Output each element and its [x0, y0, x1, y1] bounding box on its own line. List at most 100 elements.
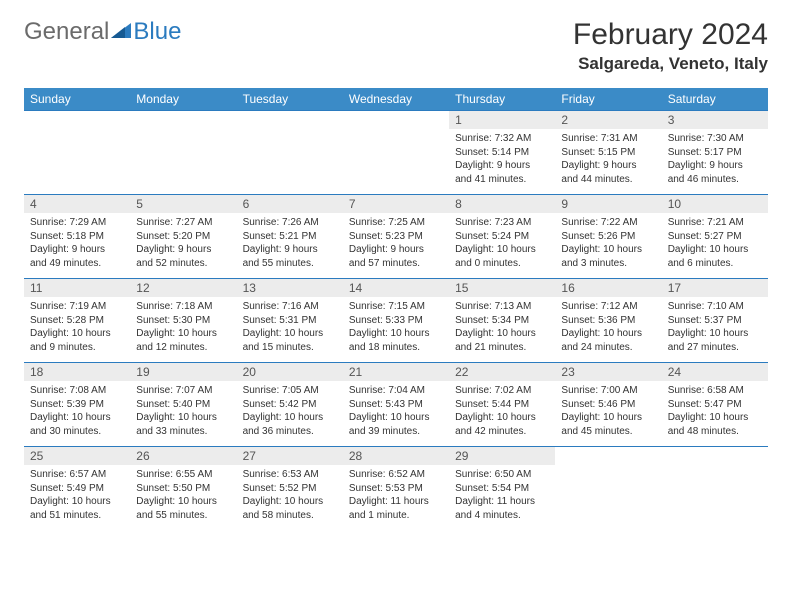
sunrise-value: 7:22 AM: [601, 217, 638, 228]
sunset-label: Sunset:: [668, 147, 705, 158]
sunrise-label: Sunrise:: [136, 301, 175, 312]
sunset-value: 5:39 PM: [67, 399, 104, 410]
day-details: Sunrise: 7:21 AMSunset: 5:27 PMDaylight:…: [662, 213, 768, 274]
sunset-label: Sunset:: [455, 483, 492, 494]
calendar-cell: 20Sunrise: 7:05 AMSunset: 5:42 PMDayligh…: [237, 363, 343, 447]
daylight-label: Daylight:: [455, 244, 497, 255]
sunrise-label: Sunrise:: [349, 217, 388, 228]
sunset-label: Sunset:: [136, 315, 173, 326]
sunrise-value: 7:26 AM: [282, 217, 319, 228]
sunset-label: Sunset:: [30, 483, 67, 494]
sunrise-value: 7:00 AM: [601, 385, 638, 396]
daylight-label: Daylight:: [136, 328, 178, 339]
day-details: Sunrise: 7:30 AMSunset: 5:17 PMDaylight:…: [662, 129, 768, 190]
day-number: 17: [662, 279, 768, 297]
sunrise-label: Sunrise:: [243, 385, 282, 396]
sunset-value: 5:14 PM: [492, 147, 529, 158]
calendar-cell: 8Sunrise: 7:23 AMSunset: 5:24 PMDaylight…: [449, 195, 555, 279]
sunset-value: 5:54 PM: [492, 483, 529, 494]
sunset-label: Sunset:: [455, 399, 492, 410]
sunset-value: 5:49 PM: [67, 483, 104, 494]
calendar-row: 11Sunrise: 7:19 AMSunset: 5:28 PMDayligh…: [24, 279, 768, 363]
day-details: Sunrise: 7:07 AMSunset: 5:40 PMDaylight:…: [130, 381, 236, 442]
sunrise-label: Sunrise:: [455, 217, 494, 228]
sunset-value: 5:50 PM: [173, 483, 210, 494]
daylight-label: Daylight:: [561, 244, 603, 255]
sunset-value: 5:43 PM: [386, 399, 423, 410]
sunrise-value: 7:31 AM: [601, 133, 638, 144]
calendar-cell: 23Sunrise: 7:00 AMSunset: 5:46 PMDayligh…: [555, 363, 661, 447]
sunrise-value: 6:58 AM: [707, 385, 744, 396]
day-number: 7: [343, 195, 449, 213]
sunrise-value: 7:23 AM: [495, 217, 532, 228]
sunrise-label: Sunrise:: [136, 217, 175, 228]
daylight-label: Daylight:: [349, 328, 391, 339]
sunrise-value: 7:32 AM: [495, 133, 532, 144]
day-number: 2: [555, 111, 661, 129]
sunset-label: Sunset:: [30, 315, 67, 326]
calendar-cell: 14Sunrise: 7:15 AMSunset: 5:33 PMDayligh…: [343, 279, 449, 363]
day-number: 27: [237, 447, 343, 465]
sunset-value: 5:34 PM: [492, 315, 529, 326]
calendar-cell: [343, 111, 449, 195]
sunrise-label: Sunrise:: [349, 301, 388, 312]
calendar-cell: [130, 111, 236, 195]
calendar-cell: 21Sunrise: 7:04 AMSunset: 5:43 PMDayligh…: [343, 363, 449, 447]
logo-triangle-icon: [111, 18, 133, 46]
sunset-value: 5:31 PM: [279, 315, 316, 326]
calendar-cell: 3Sunrise: 7:30 AMSunset: 5:17 PMDaylight…: [662, 111, 768, 195]
sunset-value: 5:27 PM: [704, 231, 741, 242]
sunrise-label: Sunrise:: [349, 469, 388, 480]
calendar-cell: 27Sunrise: 6:53 AMSunset: 5:52 PMDayligh…: [237, 447, 343, 531]
calendar-cell: 17Sunrise: 7:10 AMSunset: 5:37 PMDayligh…: [662, 279, 768, 363]
day-number: 18: [24, 363, 130, 381]
sunrise-value: 7:10 AM: [707, 301, 744, 312]
day-details: Sunrise: 7:16 AMSunset: 5:31 PMDaylight:…: [237, 297, 343, 358]
day-details: Sunrise: 7:15 AMSunset: 5:33 PMDaylight:…: [343, 297, 449, 358]
day-number: 25: [24, 447, 130, 465]
calendar-cell: 18Sunrise: 7:08 AMSunset: 5:39 PMDayligh…: [24, 363, 130, 447]
day-details: Sunrise: 7:10 AMSunset: 5:37 PMDaylight:…: [662, 297, 768, 358]
sunset-label: Sunset:: [668, 315, 705, 326]
daylight-label: Daylight:: [349, 496, 391, 507]
calendar-cell: 24Sunrise: 6:58 AMSunset: 5:47 PMDayligh…: [662, 363, 768, 447]
page-title: February 2024: [573, 18, 768, 52]
sunrise-label: Sunrise:: [136, 469, 175, 480]
sunrise-value: 7:16 AM: [282, 301, 319, 312]
day-number: 1: [449, 111, 555, 129]
sunrise-label: Sunrise:: [349, 385, 388, 396]
calendar-cell: [662, 447, 768, 531]
sunset-label: Sunset:: [668, 231, 705, 242]
daylight-label: Daylight:: [668, 412, 710, 423]
sunrise-value: 7:29 AM: [69, 217, 106, 228]
sunrise-label: Sunrise:: [561, 217, 600, 228]
sunrise-value: 6:55 AM: [176, 469, 213, 480]
day-details: Sunrise: 7:27 AMSunset: 5:20 PMDaylight:…: [130, 213, 236, 274]
day-number: 15: [449, 279, 555, 297]
day-details: Sunrise: 7:29 AMSunset: 5:18 PMDaylight:…: [24, 213, 130, 274]
day-details: Sunrise: 6:58 AMSunset: 5:47 PMDaylight:…: [662, 381, 768, 442]
sunrise-label: Sunrise:: [455, 301, 494, 312]
day-details: Sunrise: 7:13 AMSunset: 5:34 PMDaylight:…: [449, 297, 555, 358]
day-number: 23: [555, 363, 661, 381]
daylight-label: Daylight:: [455, 412, 497, 423]
daylight-label: Daylight:: [243, 412, 285, 423]
day-details: Sunrise: 7:18 AMSunset: 5:30 PMDaylight:…: [130, 297, 236, 358]
day-number: 29: [449, 447, 555, 465]
sunrise-label: Sunrise:: [561, 133, 600, 144]
daylight-label: Daylight:: [561, 328, 603, 339]
calendar-cell: 5Sunrise: 7:27 AMSunset: 5:20 PMDaylight…: [130, 195, 236, 279]
sunrise-label: Sunrise:: [668, 385, 707, 396]
calendar-row: 4Sunrise: 7:29 AMSunset: 5:18 PMDaylight…: [24, 195, 768, 279]
day-number: 4: [24, 195, 130, 213]
day-number: 14: [343, 279, 449, 297]
calendar-cell: 6Sunrise: 7:26 AMSunset: 5:21 PMDaylight…: [237, 195, 343, 279]
calendar-cell: 15Sunrise: 7:13 AMSunset: 5:34 PMDayligh…: [449, 279, 555, 363]
sunrise-label: Sunrise:: [668, 133, 707, 144]
day-number: 13: [237, 279, 343, 297]
day-number: 21: [343, 363, 449, 381]
sunset-label: Sunset:: [668, 399, 705, 410]
daylight-label: Daylight:: [30, 496, 72, 507]
daylight-label: Daylight:: [243, 244, 285, 255]
sunrise-value: 7:02 AM: [495, 385, 532, 396]
